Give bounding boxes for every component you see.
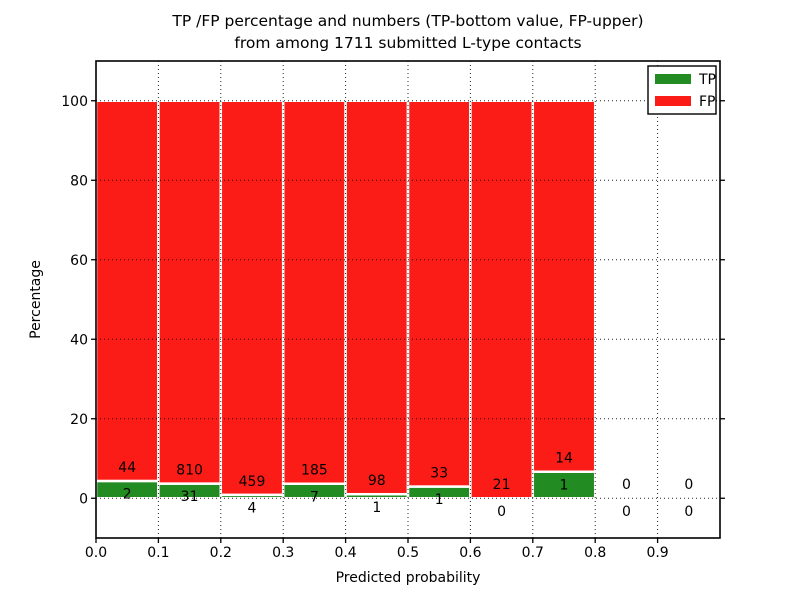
- annotation-fp-count-0.0-0.1: 44: [118, 460, 136, 476]
- annotation-fp-count-0.5-0.6: 33: [430, 466, 448, 482]
- annotation-tp-count-0.6-0.7: 0: [497, 504, 506, 520]
- annotation-tp-count-0.7-0.8: 1: [560, 477, 569, 493]
- y-tick-label-80: 80: [70, 173, 88, 189]
- annotation-tp-count-0.1-0.2: 31: [181, 489, 199, 505]
- annotation-fp-count-0.2-0.3: 459: [239, 474, 266, 490]
- grid-layer: [96, 61, 720, 538]
- annotations-layer: 44 2 810 31 459 4 185 7 98 1 33 1 21 0 14 1 0 0 0 0: [118, 451, 693, 520]
- x-tick-label-0.4: 0.4: [334, 545, 356, 561]
- bar-fp-0.1-0.2: [157, 99, 223, 485]
- y-tick-label-0: 0: [79, 491, 88, 507]
- annotation-fp-count-0.9-1.0: 0: [684, 477, 693, 493]
- x-tick-label-0.3: 0.3: [272, 545, 294, 561]
- annotation-tp-count-0.0-0.1: 2: [123, 487, 132, 503]
- y-axis-label: Percentage: [28, 260, 44, 339]
- annotation-tp-count-0.8-0.9: 0: [622, 504, 631, 520]
- bar-fp-0.6-0.7: [469, 99, 535, 500]
- legend-swatch-fp: [655, 96, 691, 106]
- ticks-layer: 0.0 0.1 0.2 0.3 0.4 0.5 0.6 0.7 0.8 0.90204060801…: [61, 94, 725, 561]
- annotation-fp-count-0.3-0.4: 185: [301, 463, 328, 479]
- bar-fp-0.4-0.5: [344, 99, 410, 496]
- y-tick-label-100: 100: [61, 94, 88, 110]
- x-tick-label-0.8: 0.8: [584, 545, 606, 561]
- y-tick-label-60: 60: [70, 253, 88, 269]
- legend-swatch-tp: [655, 74, 691, 84]
- bar-fp-0.0-0.1: [94, 99, 160, 483]
- bar-fp-0.3-0.4: [281, 99, 347, 486]
- annotation-tp-count-0.4-0.5: 1: [372, 500, 381, 516]
- x-tick-label-0.0: 0.0: [85, 545, 107, 561]
- x-tick-label-0.7: 0.7: [522, 545, 544, 561]
- annotation-fp-count-0.6-0.7: 21: [493, 477, 511, 493]
- chart-title-line1: TP /FP percentage and numbers (TP-bottom…: [171, 12, 643, 30]
- y-tick-label-40: 40: [70, 332, 88, 348]
- x-tick-label-0.2: 0.2: [210, 545, 232, 561]
- legend-label-fp: FP: [699, 94, 716, 110]
- annotation-tp-count-0.2-0.3: 4: [248, 500, 257, 516]
- bar-fp-0.5-0.6: [406, 99, 472, 488]
- x-tick-label-0.5: 0.5: [397, 545, 419, 561]
- annotation-fp-count-0.4-0.5: 98: [368, 473, 386, 489]
- bar-fp-0.2-0.3: [219, 99, 285, 497]
- x-tick-label-0.6: 0.6: [459, 545, 481, 561]
- annotation-tp-count-0.3-0.4: 7: [310, 489, 319, 505]
- legend-label-tp: TP: [698, 72, 716, 88]
- y-tick-label-20: 20: [70, 412, 88, 428]
- x-axis-label: Predicted probability: [336, 570, 481, 586]
- annotation-fp-count-0.1-0.2: 810: [176, 463, 203, 479]
- bars-layer: [94, 99, 597, 500]
- annotation-tp-count-0.9-1.0: 0: [684, 504, 693, 520]
- annotation-fp-count-0.7-0.8: 14: [555, 451, 573, 467]
- legend: TP FP: [647, 65, 717, 115]
- annotation-tp-count-0.5-0.6: 1: [435, 492, 444, 508]
- annotation-fp-count-0.8-0.9: 0: [622, 477, 631, 493]
- bar-fp-0.7-0.8: [531, 99, 597, 473]
- x-tick-label-0.9: 0.9: [646, 545, 668, 561]
- x-tick-label-0.1: 0.1: [147, 545, 169, 561]
- chart-title-line2: from among 1711 submitted L-type contact…: [234, 34, 581, 52]
